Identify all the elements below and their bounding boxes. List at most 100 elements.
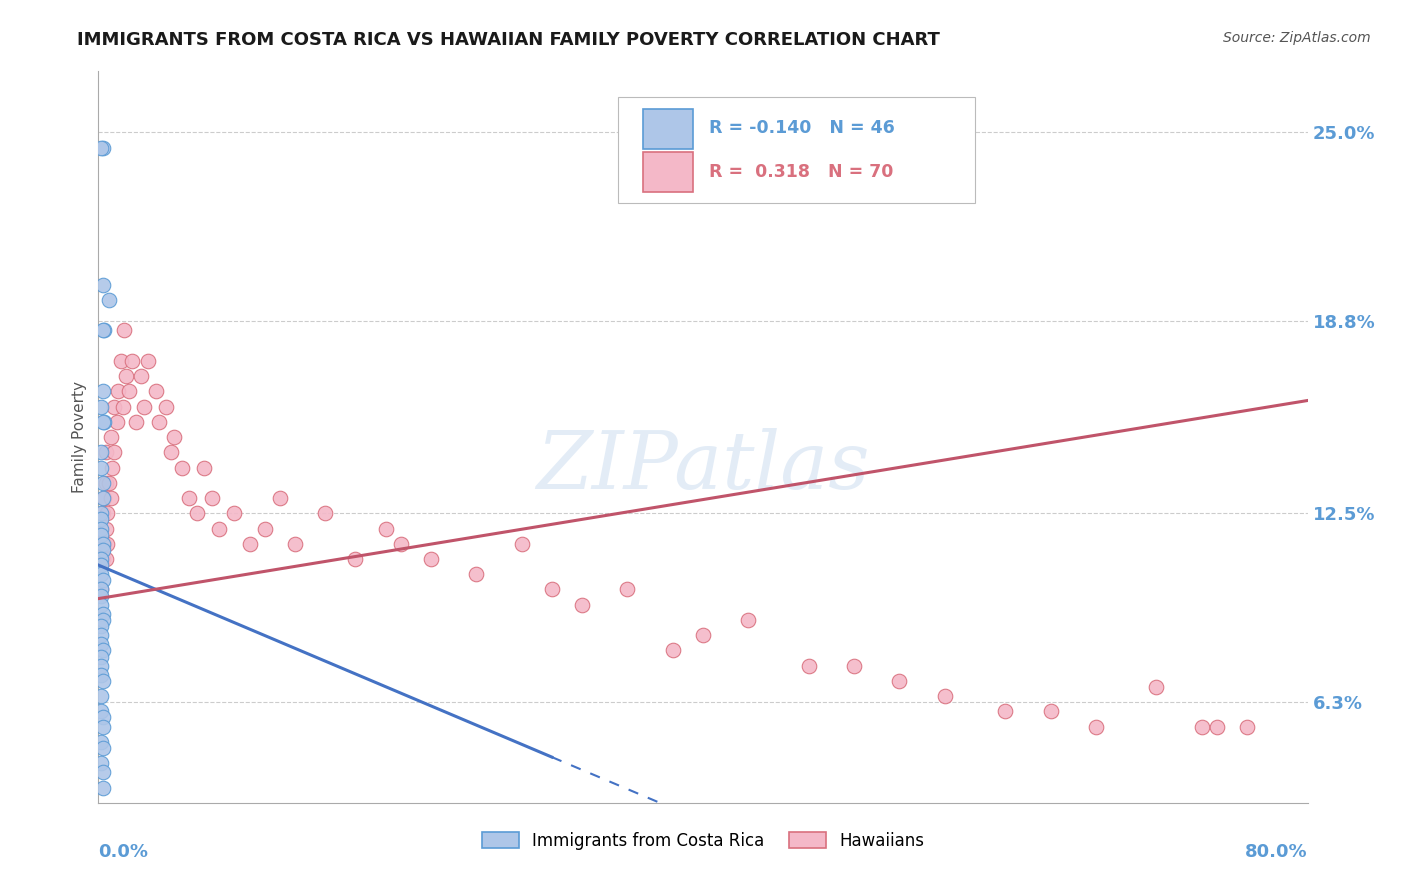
Point <box>163 430 186 444</box>
Point <box>90 705 112 719</box>
Point <box>91 537 114 551</box>
Point <box>93 323 115 337</box>
Point <box>616 582 638 597</box>
Point <box>193 460 215 475</box>
Point <box>112 323 135 337</box>
Point <box>91 740 114 755</box>
Point <box>420 552 443 566</box>
Text: R = -0.140   N = 46: R = -0.140 N = 46 <box>709 120 894 137</box>
Point <box>94 445 117 459</box>
Point <box>239 537 262 551</box>
Point <box>465 567 488 582</box>
Point <box>269 491 291 505</box>
Point <box>110 354 132 368</box>
Point <box>91 475 114 490</box>
Point <box>155 400 177 414</box>
Text: R =  0.318   N = 70: R = 0.318 N = 70 <box>709 162 893 181</box>
Point <box>1206 720 1229 734</box>
Point <box>1085 720 1108 734</box>
Point <box>91 491 114 505</box>
Point <box>90 567 112 582</box>
Text: 0.0%: 0.0% <box>98 843 149 861</box>
Point <box>90 140 112 154</box>
Point <box>91 277 114 292</box>
Point <box>90 735 112 749</box>
Point <box>107 384 129 399</box>
Point <box>93 491 115 505</box>
Point <box>844 658 866 673</box>
Point <box>129 369 152 384</box>
Point <box>121 354 143 368</box>
Point <box>1144 680 1167 694</box>
Point <box>132 400 155 414</box>
Point <box>889 673 911 688</box>
Point <box>91 607 114 621</box>
Point <box>91 506 114 520</box>
Point <box>994 705 1017 719</box>
Point <box>90 558 112 573</box>
Point <box>148 415 170 429</box>
Text: IMMIGRANTS FROM COSTA RICA VS HAWAIIAN FAMILY POVERTY CORRELATION CHART: IMMIGRANTS FROM COSTA RICA VS HAWAIIAN F… <box>77 31 941 49</box>
Point <box>90 582 112 597</box>
Point <box>105 415 128 429</box>
FancyBboxPatch shape <box>643 109 693 149</box>
Point <box>91 140 114 154</box>
Point <box>91 710 114 724</box>
Point <box>90 400 112 414</box>
Point <box>314 506 336 520</box>
Point <box>797 658 820 673</box>
Point <box>114 369 136 384</box>
Point <box>145 384 167 399</box>
Text: 80.0%: 80.0% <box>1244 843 1308 861</box>
Point <box>91 323 114 337</box>
Point <box>125 415 148 429</box>
Point <box>90 552 112 566</box>
Point <box>90 521 112 535</box>
Point <box>90 619 112 633</box>
Point <box>201 491 224 505</box>
Point <box>179 491 201 505</box>
Point <box>160 445 183 459</box>
Point <box>90 667 112 682</box>
Point <box>91 643 114 657</box>
Point <box>1039 705 1062 719</box>
Point <box>1191 720 1213 734</box>
Point <box>374 521 396 535</box>
Point <box>90 756 112 771</box>
Point <box>90 658 112 673</box>
Point <box>91 384 114 399</box>
Point <box>692 628 714 642</box>
Point <box>90 689 112 703</box>
Point <box>253 521 276 535</box>
Point <box>96 506 118 520</box>
Point <box>91 673 114 688</box>
Legend: Immigrants from Costa Rica, Hawaiians: Immigrants from Costa Rica, Hawaiians <box>475 825 931 856</box>
Point <box>661 643 683 657</box>
Point <box>91 574 114 588</box>
Point <box>90 589 112 603</box>
Point <box>94 475 117 490</box>
Point <box>737 613 759 627</box>
Point <box>224 506 246 520</box>
Point <box>1236 720 1258 734</box>
Point <box>91 720 114 734</box>
Point <box>510 537 533 551</box>
Y-axis label: Family Poverty: Family Poverty <box>72 381 87 493</box>
FancyBboxPatch shape <box>643 152 693 192</box>
Point <box>571 598 593 612</box>
Point <box>90 628 112 642</box>
Point <box>96 537 118 551</box>
Point <box>98 475 121 490</box>
Point <box>90 537 112 551</box>
Point <box>90 506 112 520</box>
Point <box>186 506 208 520</box>
Point <box>90 460 112 475</box>
Point <box>90 637 112 651</box>
Point <box>90 598 112 612</box>
Point <box>111 400 134 414</box>
Text: Source: ZipAtlas.com: Source: ZipAtlas.com <box>1223 31 1371 45</box>
FancyBboxPatch shape <box>619 97 976 203</box>
Point <box>934 689 956 703</box>
Point <box>389 537 412 551</box>
Text: ZIPatlas: ZIPatlas <box>536 427 870 505</box>
